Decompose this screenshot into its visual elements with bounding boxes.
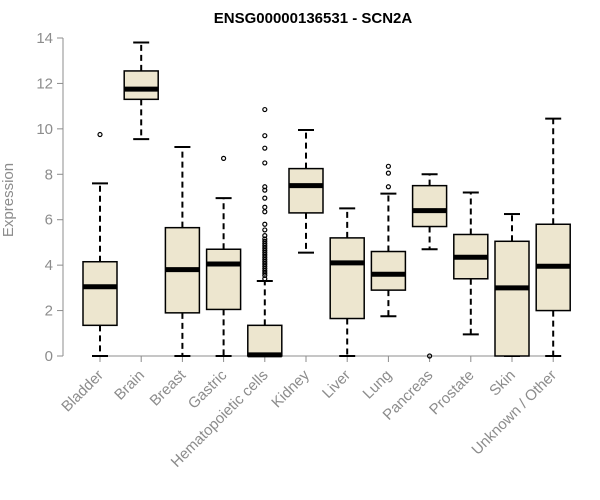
y-tick-label: 10 (36, 121, 53, 138)
y-tick-label: 4 (45, 257, 53, 274)
box-pancreas (411, 173, 448, 359)
x-tick-label: Breast (147, 366, 190, 409)
box-liver (329, 207, 365, 357)
outlier-point (262, 221, 268, 227)
box-hematopoietic-cells (247, 106, 283, 358)
box-body (82, 260, 118, 327)
outlier-point (262, 184, 268, 190)
outlier-point (262, 160, 268, 166)
y-tick-label: 8 (45, 166, 53, 183)
box-kidney (288, 128, 324, 254)
x-tick-label: Prostate (426, 367, 478, 419)
outlier-point (262, 133, 268, 139)
box-breast (164, 146, 201, 357)
y-tick-label: 2 (45, 303, 53, 320)
outlier-point (221, 155, 227, 161)
outlier-point (262, 145, 268, 151)
y-tick-label: 6 (45, 212, 53, 229)
outlier-point (262, 233, 268, 239)
boxes-layer (82, 41, 571, 359)
x-tick-label: Skin (486, 367, 519, 400)
box-prostate (453, 191, 489, 336)
y-tick-label: 12 (36, 75, 53, 92)
chart-title: ENSG00000136531 - SCN2A (214, 10, 413, 27)
box-body (247, 324, 283, 357)
y-axis-label: Expression (0, 163, 17, 237)
outlier-point (262, 227, 268, 233)
box-body (123, 70, 159, 101)
outlier-point (97, 131, 103, 138)
outlier-point (262, 209, 268, 215)
box-brain (123, 41, 159, 141)
x-tick-label: Brain (111, 367, 148, 404)
box-skin (494, 213, 530, 357)
box-body (288, 167, 324, 214)
box-body (411, 184, 448, 228)
y-tick-label: 0 (45, 348, 53, 365)
outlier-point (385, 163, 391, 169)
outlier-point (262, 195, 268, 201)
x-tick-label: Lung (360, 367, 396, 403)
box-body (329, 237, 365, 320)
box-body (370, 250, 407, 291)
x-tick-label: Liver (319, 367, 354, 402)
box-gastric (205, 155, 242, 357)
box-body (205, 248, 242, 311)
box-bladder (82, 131, 118, 357)
box-lung (370, 163, 407, 318)
outlier-point (262, 238, 268, 244)
y-axis: 0 2 4 6 8 10 12 14 (36, 30, 64, 365)
outlier-point (262, 106, 268, 113)
outlier-point (385, 170, 391, 176)
y-tick-label: 14 (36, 30, 53, 47)
box-unknown-other (535, 117, 571, 357)
x-tick-label: Bladder (58, 367, 107, 416)
outlier-point (385, 184, 391, 190)
box-body (494, 240, 530, 357)
x-tick-label: Kidney (268, 366, 313, 411)
outlier-point (427, 353, 433, 359)
outlier-point (262, 204, 268, 210)
